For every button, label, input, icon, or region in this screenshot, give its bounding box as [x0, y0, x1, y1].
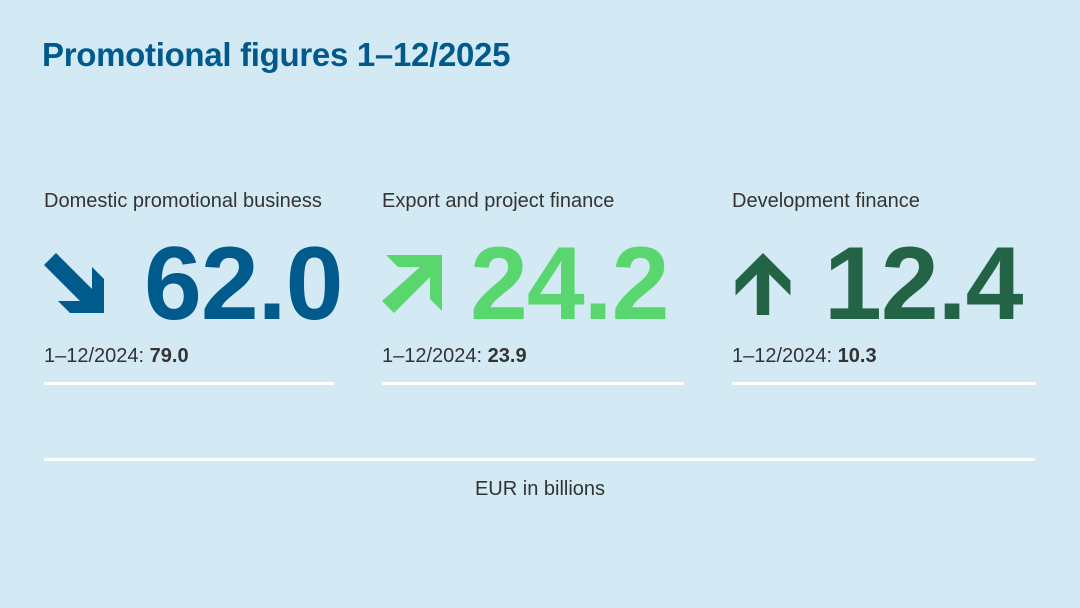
previous-year: 1–12/2024: 10.3 — [732, 345, 877, 367]
metric-development: Development finance 12.4 1–12/2024: 10.3 — [732, 190, 1036, 385]
metric-value: 62.0 — [144, 226, 343, 342]
unit-note: EUR in billions — [474, 478, 606, 500]
metric-label: Development finance — [732, 190, 920, 212]
metric-label: Export and project finance — [382, 190, 615, 212]
previous-year: 1–12/2024: 79.0 — [44, 345, 189, 367]
page-title: Promotional figures 1–12/2025 — [42, 36, 511, 73]
metric-label: Domestic promotional business — [44, 190, 322, 212]
metric-export: Export and project finance 24.2 1–12/202… — [382, 190, 684, 385]
metric-value: 24.2 — [470, 226, 669, 342]
metric-domestic: Domestic promotional business 62.0 1–12/… — [44, 190, 343, 385]
arrow-down-right-icon — [44, 253, 104, 313]
arrow-up-right-icon — [382, 255, 442, 313]
divider — [382, 382, 684, 385]
divider — [44, 382, 334, 385]
previous-year: 1–12/2024: 23.9 — [382, 345, 527, 367]
divider — [44, 458, 1035, 461]
metric-value: 12.4 — [824, 226, 1023, 342]
arrow-up-icon — [735, 253, 791, 315]
divider — [732, 382, 1036, 385]
